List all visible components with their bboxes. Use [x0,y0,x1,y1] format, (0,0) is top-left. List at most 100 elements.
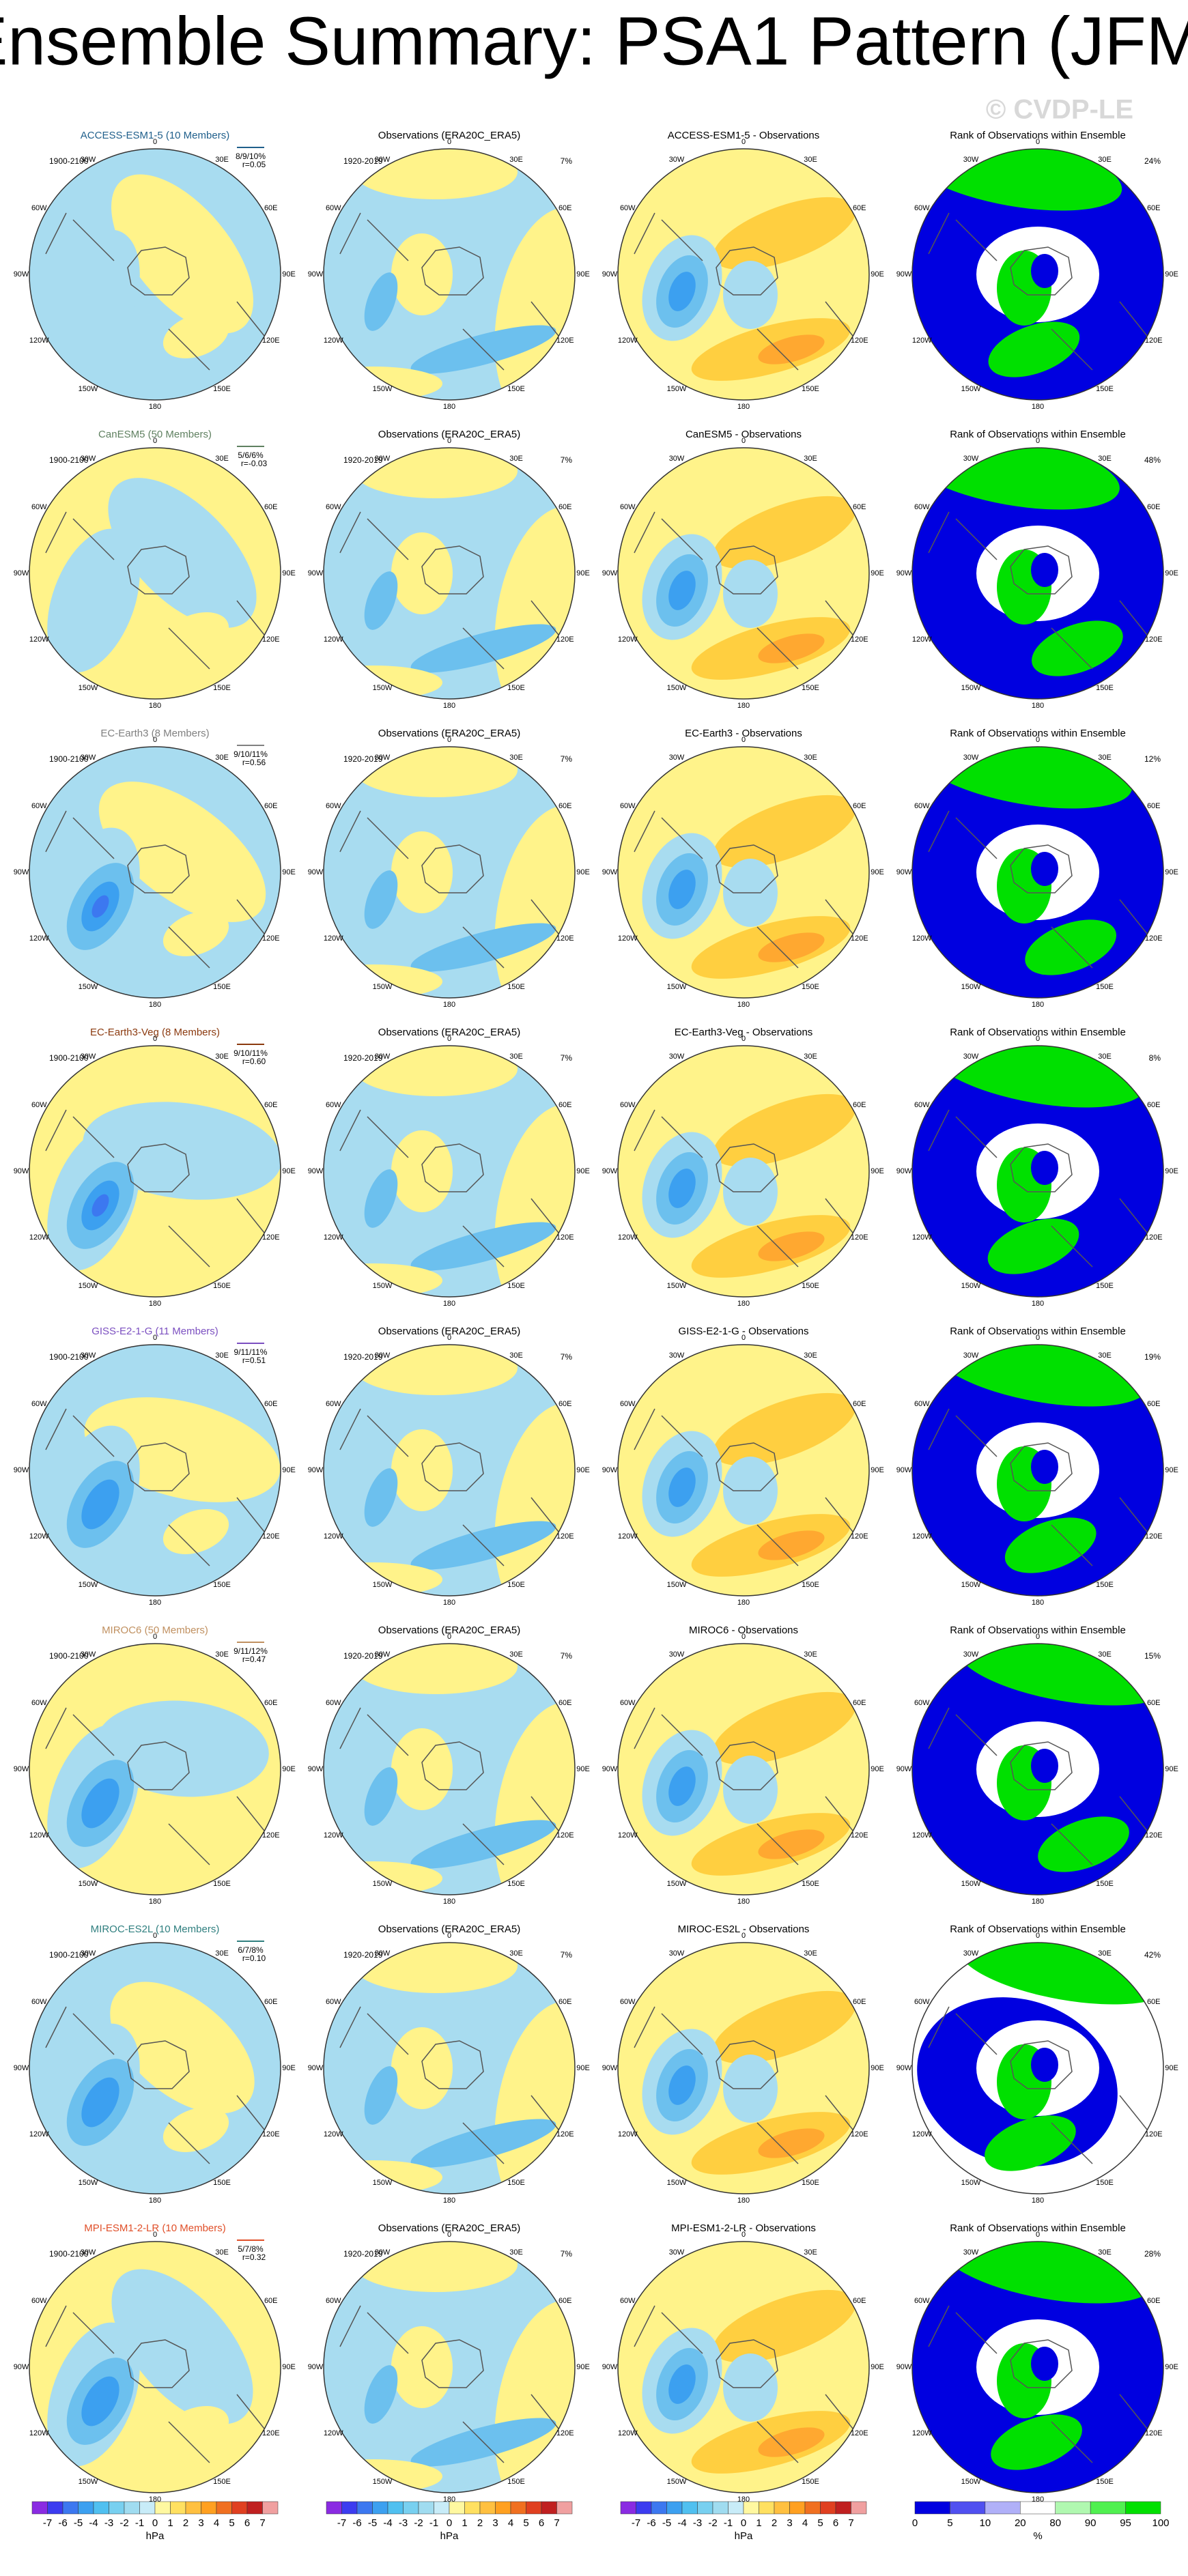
map-panel [912,1943,1163,2194]
colorbar-box [449,2501,465,2515]
colorbar-tick-label: -1 [724,2517,733,2529]
lon-label: 30W [81,1351,96,1360]
lon-label: 60E [853,503,866,511]
lon-label: 30W [963,2248,979,2257]
lon-label: 150W [667,2478,687,2486]
colorbar-tick-label: -4 [383,2517,392,2529]
colorbar-box [526,2501,542,2515]
colorbar-tick-label: 1 [756,2517,761,2529]
field-blob [354,2242,518,2292]
colorbar-box [201,2501,217,2515]
period: 1920-2019 [343,1651,383,1661]
lon-label: 120E [556,337,574,345]
lon-label: 90E [871,569,884,577]
lon-label: 0 [153,736,157,744]
lon-label: 120W [912,934,932,943]
coastline [928,2305,1148,2463]
lon-label: 60W [326,2297,341,2305]
coastline [634,1109,853,1268]
model-title: MPI-ESM1-2-LR (10 Members) [84,2222,226,2234]
lon-label: 90W [14,2363,29,2371]
colorbar-tick-label: -3 [693,2517,702,2529]
rank-pct: 15% [1144,1651,1161,1661]
colorbar-tick-label: 2 [477,2517,483,2529]
lon-label: 120W [618,1233,638,1242]
coastline [339,2006,559,2164]
coastline [339,511,559,670]
lon-label: 120W [912,1233,932,1242]
colorbar-box [403,2501,419,2515]
lon-label: 60W [914,2297,930,2305]
lon-label: 150W [667,983,687,991]
lon-label: 90E [871,2363,884,2371]
lon-label: 180 [443,403,455,411]
lon-label: 180 [443,2196,455,2205]
lon-label: 90W [896,868,912,876]
field-blob [668,2065,696,2105]
map-border [617,2241,870,2493]
coastline [634,1707,853,1865]
lon-label: 60E [558,1699,572,1707]
lon-label: 60E [264,1998,278,2006]
map-panel [618,448,869,699]
lon-label: 120W [324,1233,343,1242]
lon-label: 150W [79,385,98,393]
colorbar-tick-label: -5 [74,2517,83,2529]
field-blob [713,496,856,569]
field-blob [494,1104,575,1297]
lon-label: 120E [262,1532,280,1541]
lon-label: 180 [737,1599,750,1607]
field-blob [364,870,398,929]
lon-label: 0 [1036,1932,1040,1940]
lon-label: 120W [618,635,638,644]
lon-label: 90E [576,1466,590,1474]
lon-label: 90W [308,2363,324,2371]
coastline [928,212,1148,371]
colorbar-box [47,2501,63,2515]
rank-pct: 8% [1149,1053,1161,1063]
lon-label: 0 [447,1633,451,1641]
colorbar-unit: % [1033,2530,1042,2542]
lon-label: 120E [1145,2429,1163,2437]
lon-label: 30W [963,156,979,164]
lon-label: 150E [1096,385,1114,393]
lon-label: 150E [213,1581,231,1589]
map-border [911,1344,1164,1597]
lon-label: 30W [81,2248,96,2257]
lon-label: 150W [373,1282,393,1290]
lon-label: 90E [576,2363,590,2371]
period: 1920-2019 [343,1053,383,1063]
map-panel [618,1345,869,1596]
lon-label: 120W [29,1532,49,1541]
map-border [323,746,576,999]
lon-label: 120E [262,2429,280,2437]
lon-label: 150E [213,983,231,991]
lon-label: 90E [282,1466,296,1474]
colorbar-box [636,2501,652,2515]
map-panel [29,1644,281,1895]
colorbar-box [985,2501,1021,2515]
lon-label: 90E [576,569,590,577]
lon-label: 120E [262,635,280,644]
map-border [323,447,576,700]
lon-label: 150W [373,983,393,991]
spread: 9/11/11% [234,1347,268,1357]
field-blob [354,1943,518,1993]
lon-label: 90W [602,1167,618,1175]
field-blob [494,1702,575,1895]
lon-label: 180 [443,702,455,710]
lon-label: 150E [507,2179,525,2187]
lon-label: 30E [215,1650,229,1659]
lon-label: 120E [1145,1233,1163,1242]
lon-label: 60W [31,1400,47,1408]
lon-label: 90W [602,1765,618,1773]
lon-label: 120W [324,635,343,644]
lon-label: 30E [1098,1949,1112,1958]
lon-label: 90E [1165,569,1178,577]
lon-label: 150E [213,1282,231,1290]
map-border [29,2241,281,2493]
map-panel [29,2242,281,2493]
lon-label: 180 [1032,403,1044,411]
map-panel [29,1345,281,1596]
lon-label: 30E [804,1351,817,1360]
